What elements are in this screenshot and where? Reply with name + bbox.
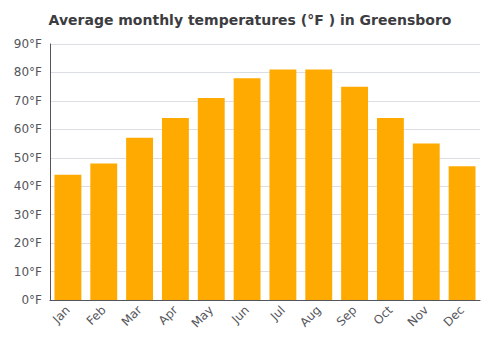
svg-text:Mar: Mar [119, 303, 145, 329]
svg-text:Jun: Jun [228, 303, 252, 327]
svg-text:Average monthly temperatures (: Average monthly temperatures (°F ) in Gr… [49, 12, 452, 28]
svg-text:70°F: 70°F [14, 94, 42, 108]
svg-text:Oct: Oct [371, 303, 396, 328]
svg-text:60°F: 60°F [14, 122, 42, 136]
svg-text:Dec: Dec [441, 303, 467, 329]
svg-text:0°F: 0°F [21, 293, 42, 307]
svg-text:80°F: 80°F [14, 65, 42, 79]
svg-text:50°F: 50°F [14, 151, 42, 165]
svg-text:Aug: Aug [297, 303, 323, 329]
svg-text:May: May [189, 303, 216, 330]
svg-text:Jul: Jul [267, 303, 288, 324]
svg-text:Sep: Sep [334, 303, 360, 329]
svg-text:Apr: Apr [156, 303, 181, 328]
svg-text:Feb: Feb [84, 303, 109, 328]
svg-text:10°F: 10°F [14, 265, 42, 279]
svg-text:30°F: 30°F [14, 208, 42, 222]
svg-text:Jan: Jan [49, 303, 73, 327]
svg-text:40°F: 40°F [14, 179, 42, 193]
svg-text:20°F: 20°F [14, 236, 42, 250]
svg-text:90°F: 90°F [14, 37, 42, 51]
svg-text:Nov: Nov [405, 303, 431, 329]
